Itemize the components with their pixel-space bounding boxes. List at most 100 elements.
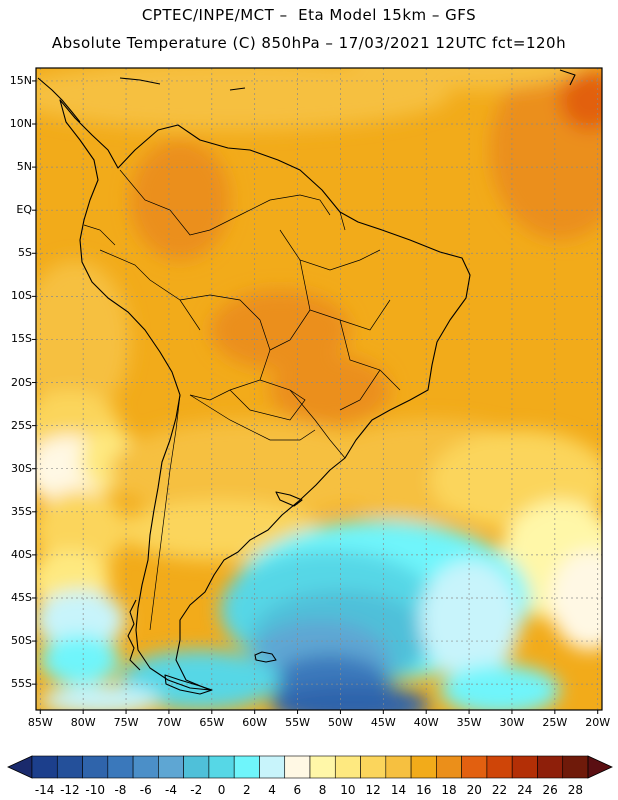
map-frame	[35, 67, 603, 711]
colorbar-swatch	[284, 755, 311, 779]
latitude-label: 45S	[11, 590, 32, 604]
colorbar-label: -4	[165, 783, 177, 797]
longitude-label: 40W	[413, 716, 439, 729]
colorbar-label: 4	[268, 783, 276, 797]
longitude-label: 50W	[328, 716, 353, 729]
latitude-label: 50S	[11, 634, 32, 648]
latitude-label: 40S	[11, 547, 32, 561]
colorbar-swatch	[360, 755, 387, 779]
colorbar-swatch	[436, 755, 462, 779]
colorbar-arrow-right	[587, 755, 613, 779]
colorbar-label: 28	[567, 783, 583, 797]
colorbar-swatch	[511, 755, 538, 779]
south-america-coastline	[59, 99, 471, 691]
latitude-label: 15N	[9, 73, 32, 87]
latitude-label: 30S	[11, 461, 32, 475]
border-brazil-states	[269, 229, 401, 411]
border-colombia-venezuela	[119, 169, 301, 236]
colorbar-swatch	[82, 755, 109, 779]
longitude-label: 70W	[156, 716, 182, 729]
colorbar-label: -12	[60, 783, 80, 797]
colorbar-swatch	[562, 755, 589, 779]
falkland-islands	[254, 651, 277, 663]
latitude-label: 10S	[11, 289, 32, 303]
colorbar-label: 0	[217, 783, 226, 797]
longitude-label: 20W	[585, 716, 611, 729]
colorbar-label: 18	[441, 783, 457, 797]
colorbar-swatch	[259, 755, 286, 779]
colorbar-label: 2	[242, 783, 251, 797]
colorbar-swatch	[385, 755, 412, 779]
latitude-label: 5S	[18, 246, 32, 260]
colorbar-label: 6	[293, 783, 302, 797]
longitude-label: 30W	[499, 716, 525, 729]
border-peru-brazil	[99, 249, 201, 331]
colorbar-label: 14	[390, 783, 407, 797]
latitude-label: 15S	[11, 332, 32, 346]
colorbar-label: 12	[365, 783, 381, 797]
temperature-field	[36, 68, 602, 710]
latitude-label: 35S	[11, 504, 32, 518]
border-brazil-south	[259, 379, 346, 459]
colorbar-swatch	[334, 755, 361, 779]
map-title-line-1: CPTEC/INPE/MCT – Eta Model 15km – GFS	[141, 6, 477, 24]
colorbar-swatch	[31, 755, 58, 779]
border-argentina-chile	[149, 394, 181, 631]
colorbar-swatch	[158, 755, 184, 779]
longitude-label: 65W	[199, 716, 225, 729]
colorbar-arrow-left	[7, 755, 33, 779]
map-title-line-2: Absolute Temperature (C) 850hPa – 17/03/…	[51, 34, 567, 52]
colorbar-label: -8	[114, 783, 127, 797]
colorbar-swatch	[208, 755, 235, 779]
colorbar-swatch	[461, 755, 488, 779]
colorbar-swatch	[183, 755, 210, 779]
colorbar-label: 26	[542, 783, 558, 797]
colorbar-swatch	[132, 755, 159, 779]
colorbar	[7, 755, 613, 779]
border-guianas	[299, 194, 346, 231]
tierra-del-fuego	[164, 674, 213, 695]
latitude-label: 20S	[11, 375, 32, 389]
axis-ticks	[32, 80, 599, 714]
colorbar-label: 10	[340, 783, 356, 797]
caribbean-islands	[119, 69, 576, 91]
border-argentina-north	[189, 394, 316, 441]
latitude-label: 55S	[11, 677, 32, 691]
lat-lon-grid	[36, 68, 602, 710]
colorbar-label: -2	[190, 783, 203, 797]
latitude-label: 10N	[9, 117, 32, 130]
latitude-label: EQ	[16, 203, 32, 217]
colorbar-swatch	[107, 755, 134, 779]
longitude-label: 55W	[285, 716, 310, 729]
longitude-label: 60W	[242, 716, 268, 729]
longitude-label: 80W	[70, 716, 96, 729]
colorbar-label: 22	[491, 783, 508, 797]
colorbar-label: 20	[466, 783, 482, 797]
colorbar-swatch	[233, 755, 260, 779]
colorbar-label: -10	[85, 783, 105, 797]
colorbar-label: 8	[318, 783, 327, 797]
chile-fjords	[127, 599, 141, 671]
colorbar-swatch	[309, 755, 336, 779]
colorbar-label: 16	[416, 783, 432, 797]
colorbar-label: -14	[34, 783, 55, 797]
rio-de-la-plata	[275, 491, 303, 507]
central-america-coastline	[37, 77, 81, 123]
border-ecuador	[83, 224, 116, 246]
colorbar-label: 24	[517, 783, 533, 797]
colorbar-swatch	[56, 755, 83, 779]
colorbar-swatch	[410, 755, 437, 779]
colorbar-label: -6	[139, 783, 152, 797]
longitude-label: 35W	[456, 716, 482, 729]
coastlines	[37, 69, 576, 695]
latitude-label: 25S	[11, 418, 32, 432]
border-paraguay	[229, 389, 306, 421]
latitude-label: 5N	[16, 160, 32, 174]
longitude-label: 75W	[113, 716, 139, 729]
colorbar-swatch	[537, 755, 564, 779]
longitude-label: 25W	[542, 716, 568, 729]
longitude-label: 85W	[27, 716, 53, 729]
longitude-label: 45W	[370, 716, 396, 729]
country-borders	[83, 169, 401, 631]
